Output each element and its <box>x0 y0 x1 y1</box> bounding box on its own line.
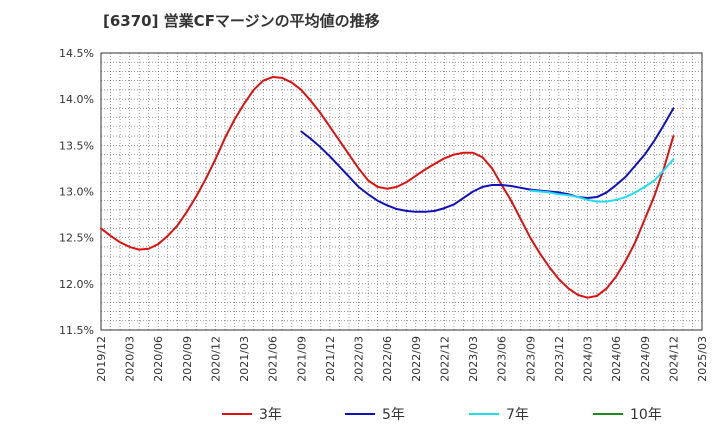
grid-layer <box>101 53 702 330</box>
series-line <box>529 158 675 203</box>
x-tick-label: 2024/06 <box>610 336 623 382</box>
y-axis-ticks: 11.5% 12.0% 12.5% 13.0% 13.5% 14.0% 14.5% <box>59 47 94 337</box>
chart-title: [6370] 営業CFマージンの平均値の推移 <box>103 12 380 30</box>
legend-label: 3年 <box>259 407 282 423</box>
y-tick-label: 13.5% <box>59 139 94 152</box>
legend: 3年 5年 7年 10年 <box>222 407 662 423</box>
x-tick-label: 2024/03 <box>582 336 595 382</box>
x-tick-label: 2021/03 <box>238 336 251 382</box>
x-tick-label: 2020/12 <box>209 336 222 382</box>
y-tick-label: 12.0% <box>59 278 94 291</box>
legend-label: 10年 <box>630 407 662 423</box>
x-tick-label: 2023/06 <box>496 336 509 382</box>
x-tick-label: 2019/12 <box>95 336 108 382</box>
x-tick-label: 2022/03 <box>353 336 366 382</box>
x-tick-label: 2024/12 <box>667 336 680 382</box>
y-tick-label: 11.5% <box>59 324 94 337</box>
y-tick-label: 14.5% <box>59 47 94 60</box>
x-tick-label: 2023/12 <box>553 336 566 382</box>
x-tick-label: 2020/06 <box>152 336 165 382</box>
x-tick-label: 2022/09 <box>410 336 423 382</box>
legend-label: 5年 <box>382 407 405 423</box>
y-tick-label: 12.5% <box>59 232 94 245</box>
x-tick-label: 2023/09 <box>524 336 537 382</box>
x-tick-label: 2022/12 <box>438 336 451 382</box>
series-layer <box>100 76 675 299</box>
x-tick-label: 2024/09 <box>639 336 652 382</box>
x-tick-label: 2020/09 <box>181 336 194 382</box>
x-tick-label: 2025/03 <box>696 336 709 382</box>
series-line <box>100 76 675 299</box>
series-line <box>300 107 675 213</box>
x-tick-label: 2020/03 <box>124 336 137 382</box>
plot-frame <box>100 52 703 331</box>
x-tick-label: 2021/12 <box>324 336 337 382</box>
x-tick-label: 2021/09 <box>295 336 308 382</box>
x-tick-label: 2023/03 <box>467 336 480 382</box>
y-tick-label: 13.0% <box>59 186 94 199</box>
legend-label: 7年 <box>506 407 529 423</box>
x-tick-label: 2022/06 <box>381 336 394 382</box>
x-tick-label: 2021/06 <box>267 336 280 382</box>
y-tick-label: 14.0% <box>59 93 94 106</box>
x-axis-ticks: 2019/12 2020/03 2020/06 2020/09 2020/12 2021/… <box>95 336 709 382</box>
